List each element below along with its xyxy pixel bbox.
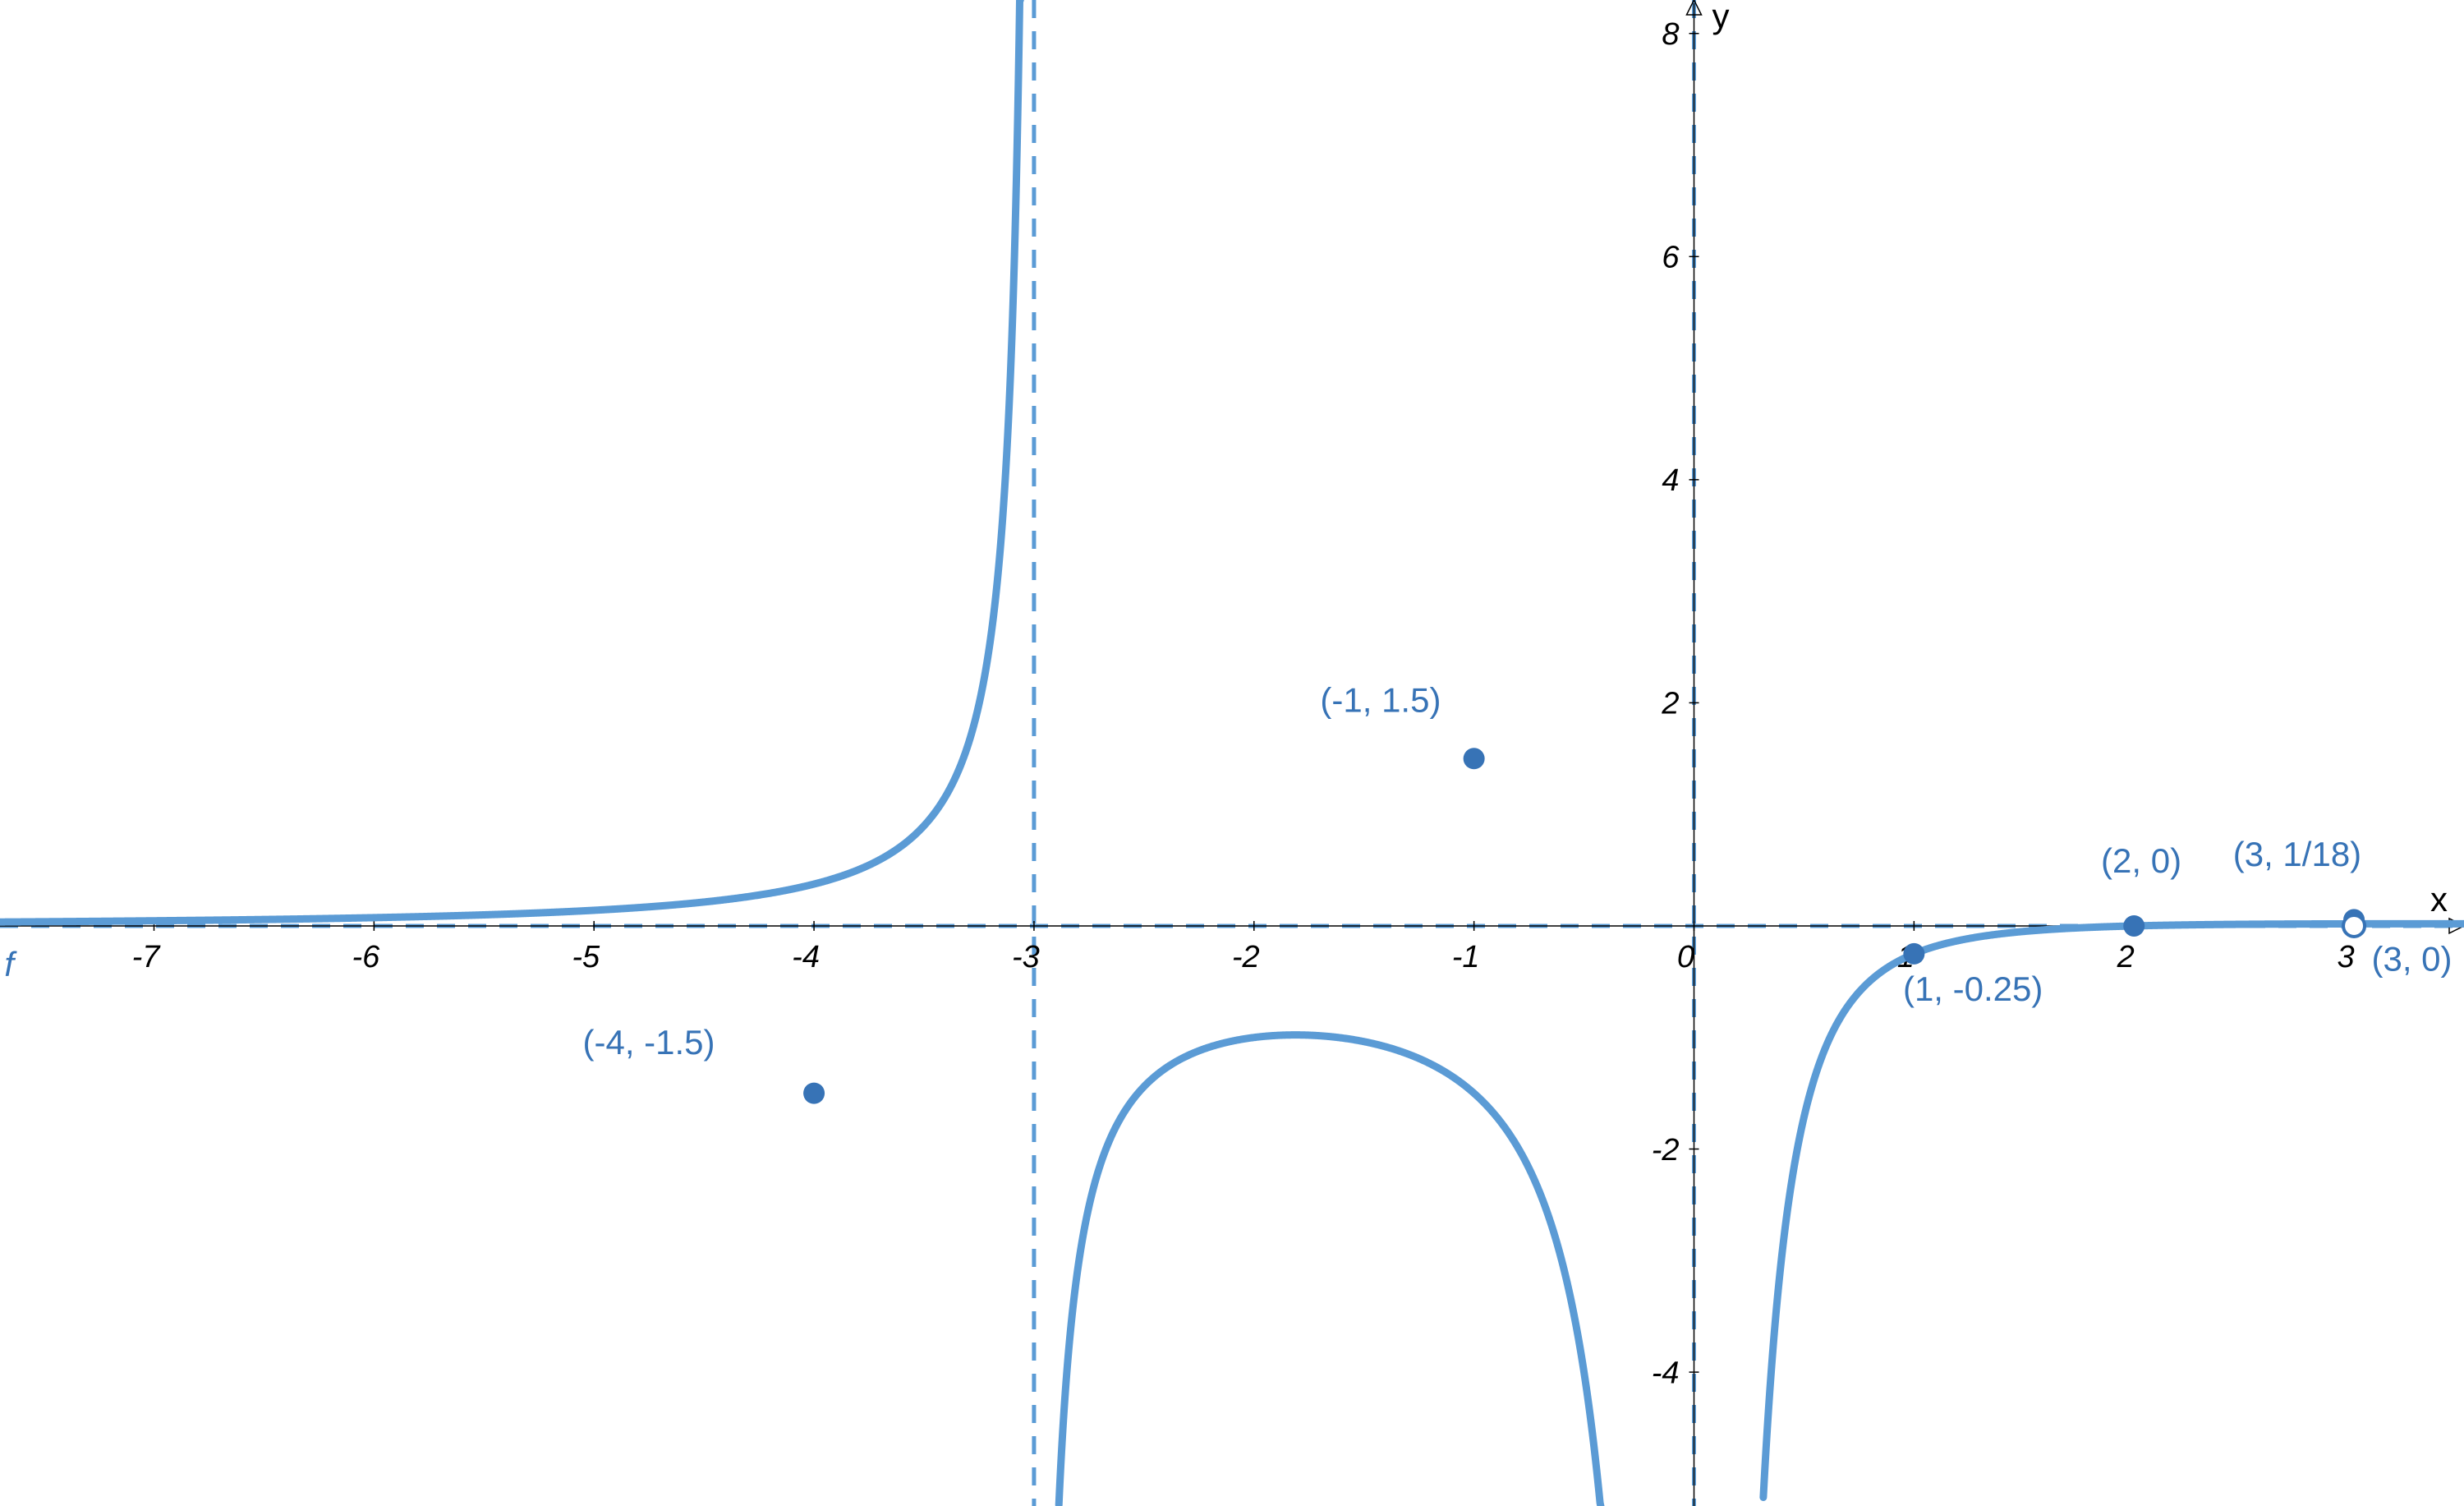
open-point <box>2343 915 2365 937</box>
x-tick-label: -7 <box>132 940 162 974</box>
y-tick-label: 6 <box>1662 241 1680 275</box>
y-tick-label: 2 <box>1661 687 1679 721</box>
point-label: (1, -0.25) <box>1903 969 2043 1008</box>
point-label: (-1, 1.5) <box>1320 680 1441 719</box>
chart-container: -7-6-5-4-3-2-10123-4-22468xyf(-4, -1.5)(… <box>0 0 2464 1506</box>
y-tick-label: -2 <box>1652 1133 1680 1167</box>
x-tick-label: -2 <box>1232 940 1260 974</box>
x-tick-label: -5 <box>572 940 600 974</box>
point <box>803 1083 825 1104</box>
point-label: (-4, -1.5) <box>583 1023 715 1062</box>
x-tick-label: -6 <box>352 940 380 974</box>
point <box>1903 943 1924 965</box>
x-tick-label: 2 <box>2117 940 2135 974</box>
x-tick-label: 3 <box>2338 940 2355 974</box>
y-tick-label: -4 <box>1652 1356 1680 1390</box>
point <box>1464 748 1485 769</box>
y-tick-label: 4 <box>1662 463 1679 498</box>
chart-bg <box>0 0 2464 1506</box>
x-tick-label: 0 <box>1677 940 1694 974</box>
point-label: (3, 1/18) <box>2233 835 2361 873</box>
x-tick-label: -1 <box>1452 940 1480 974</box>
x-tick-label: -3 <box>1012 940 1040 974</box>
point-label: (2, 0) <box>2101 841 2181 880</box>
x-axis-label: x <box>2430 880 2448 919</box>
y-tick-label: 8 <box>1662 17 1679 52</box>
y-axis-label: y <box>1712 0 1730 35</box>
function-chart: -7-6-5-4-3-2-10123-4-22468xyf(-4, -1.5)(… <box>0 0 2464 1506</box>
point <box>2123 915 2145 937</box>
x-tick-label: -4 <box>792 940 820 974</box>
point-label: (3, 0) <box>2372 939 2453 978</box>
